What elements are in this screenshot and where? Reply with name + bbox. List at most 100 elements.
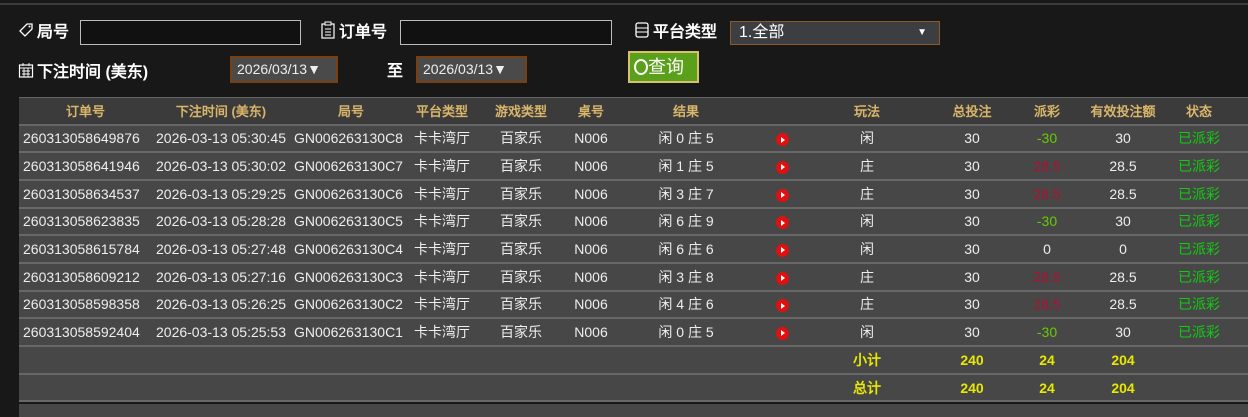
- table-row: 260313058609212 2026-03-13 05:27:16 GN0062…: [19, 262, 1248, 292]
- platform-cell: 卡卡湾厅: [412, 262, 472, 292]
- bet-type-cell: 闲: [804, 124, 930, 154]
- empty-cell: [1232, 346, 1248, 375]
- clipboard-icon: [321, 21, 335, 39]
- column-header: 订单号: [19, 97, 152, 126]
- replay-cell: [760, 318, 804, 347]
- list-icon: [635, 22, 649, 38]
- bet-time-cell: 2026-03-13 05:30:45: [152, 124, 290, 154]
- bet-time-cell: 2026-03-13 05:28:28: [152, 207, 290, 237]
- bet-time-cell: 2026-03-13 05:26:25: [152, 290, 290, 320]
- round-id-cell: GN006263130C8: [290, 124, 412, 154]
- table-row: 260313058649876 2026-03-13 05:30:45 GN0062…: [19, 124, 1248, 154]
- status-cell: 已派彩: [1166, 124, 1232, 154]
- table-row: 260313058598358 2026-03-13 05:26:25 GN0062…: [19, 290, 1248, 320]
- empty-cell: [570, 373, 612, 403]
- tag-icon: [19, 23, 33, 37]
- round-label: 局号: [18, 18, 69, 42]
- payout-cell: -30: [1014, 207, 1080, 237]
- orders-table: 订单号 下注时间 (美东) 局号 平台类型 游戏类型 桌号 结果 玩法 总投注 派彩 有效投注额 状态…: [19, 97, 1248, 403]
- column-header: 派彩: [1014, 97, 1080, 126]
- empty-cell: [472, 346, 570, 375]
- subtotal-valid-bet: 204: [1080, 346, 1166, 375]
- valid-bet-cell: 28.5: [1080, 179, 1166, 209]
- column-header: 局号: [290, 97, 412, 126]
- platform-cell: 卡卡湾厅: [412, 179, 472, 209]
- total-label: 总计: [804, 373, 930, 403]
- empty-cell: [1232, 262, 1248, 292]
- round-label-text: 局号: [37, 24, 70, 41]
- empty-cell: [1232, 290, 1248, 320]
- order-label-text: 订单号: [339, 24, 388, 41]
- column-header: 平台类型: [412, 97, 472, 126]
- table-no-cell: N006: [570, 124, 612, 154]
- play-video-icon[interactable]: [775, 271, 789, 285]
- valid-bet-cell: 28.5: [1080, 152, 1166, 181]
- bet-type-cell: 闲: [804, 318, 930, 347]
- round-id-cell: GN006263130C1: [290, 318, 412, 347]
- total-total-bet: 240: [930, 373, 1014, 403]
- table-no-cell: N006: [570, 152, 612, 181]
- empty-cell: [1232, 373, 1248, 403]
- order-id-cell: 260313058649876: [19, 124, 152, 154]
- total-bet-cell: 30: [930, 207, 1014, 237]
- table-no-cell: N006: [570, 207, 612, 237]
- bet-type-cell: 闲: [804, 235, 930, 264]
- order-input[interactable]: [400, 20, 612, 45]
- bet-time-cell: 2026-03-13 05:29:25: [152, 179, 290, 209]
- valid-bet-cell: 0: [1080, 235, 1166, 264]
- date-to-picker[interactable]: 2026/03/13▼: [416, 56, 527, 83]
- status-cell: 已派彩: [1166, 152, 1232, 181]
- table-no-cell: N006: [570, 179, 612, 209]
- platform-cell: 卡卡湾厅: [412, 207, 472, 237]
- status-cell: 已派彩: [1166, 290, 1232, 320]
- play-video-icon[interactable]: [775, 160, 789, 174]
- total-bet-cell: 30: [930, 179, 1014, 209]
- table-row: 260313058641946 2026-03-13 05:30:02 GN0062…: [19, 152, 1248, 181]
- payout-cell: 0: [1014, 235, 1080, 264]
- dropdown-arrow-icon: ▼: [917, 27, 927, 38]
- total-bet-cell: 30: [930, 318, 1014, 347]
- round-id-cell: GN006263130C3: [290, 262, 412, 292]
- empty-cell: [152, 346, 290, 375]
- platform-select[interactable]: 1.全部 ▼: [730, 21, 940, 45]
- subtotal-payout: 24: [1014, 346, 1080, 375]
- play-video-icon[interactable]: [775, 188, 789, 202]
- status-cell: 已派彩: [1166, 207, 1232, 237]
- game-type-cell: 百家乐: [472, 179, 570, 209]
- platform-cell: 卡卡湾厅: [412, 152, 472, 181]
- payout-cell: 28.5: [1014, 152, 1080, 181]
- empty-cell: [760, 373, 804, 403]
- game-type-cell: 百家乐: [472, 290, 570, 320]
- play-video-icon[interactable]: [775, 299, 789, 313]
- empty-cell: [19, 346, 152, 375]
- valid-bet-cell: 28.5: [1080, 262, 1166, 292]
- play-video-icon[interactable]: [775, 243, 789, 257]
- replay-cell: [760, 235, 804, 264]
- table-row: 260313058623835 2026-03-13 05:28:28 GN0062…: [19, 207, 1248, 237]
- play-video-icon[interactable]: [775, 133, 789, 147]
- column-header: [760, 97, 804, 126]
- bet-type-cell: 闲: [804, 207, 930, 237]
- order-label: 订单号: [320, 18, 387, 42]
- play-video-icon[interactable]: [775, 326, 789, 340]
- replay-cell: [760, 152, 804, 181]
- table-no-cell: N006: [570, 262, 612, 292]
- query-button-label: 查询: [648, 57, 684, 77]
- payout-cell: 28.5: [1014, 262, 1080, 292]
- bet-time-cell: 2026-03-13 05:30:02: [152, 152, 290, 181]
- platform-selected: 1.全部: [739, 24, 785, 41]
- empty-cell: [1166, 346, 1232, 375]
- empty-cell: [1232, 207, 1248, 237]
- empty-cell: [1232, 235, 1248, 264]
- query-button[interactable]: 查询: [628, 51, 699, 83]
- game-type-cell: 百家乐: [472, 262, 570, 292]
- result-cell: 闲 0 庄 5: [612, 318, 760, 347]
- total-bet-cell: 30: [930, 235, 1014, 264]
- empty-cell: [612, 373, 760, 403]
- column-header: 状态: [1166, 97, 1232, 126]
- date-from-picker[interactable]: 2026/03/13▼: [230, 56, 338, 83]
- payout-cell: -30: [1014, 318, 1080, 347]
- empty-cell: [760, 346, 804, 375]
- round-input[interactable]: [80, 20, 301, 45]
- play-video-icon[interactable]: [775, 216, 789, 230]
